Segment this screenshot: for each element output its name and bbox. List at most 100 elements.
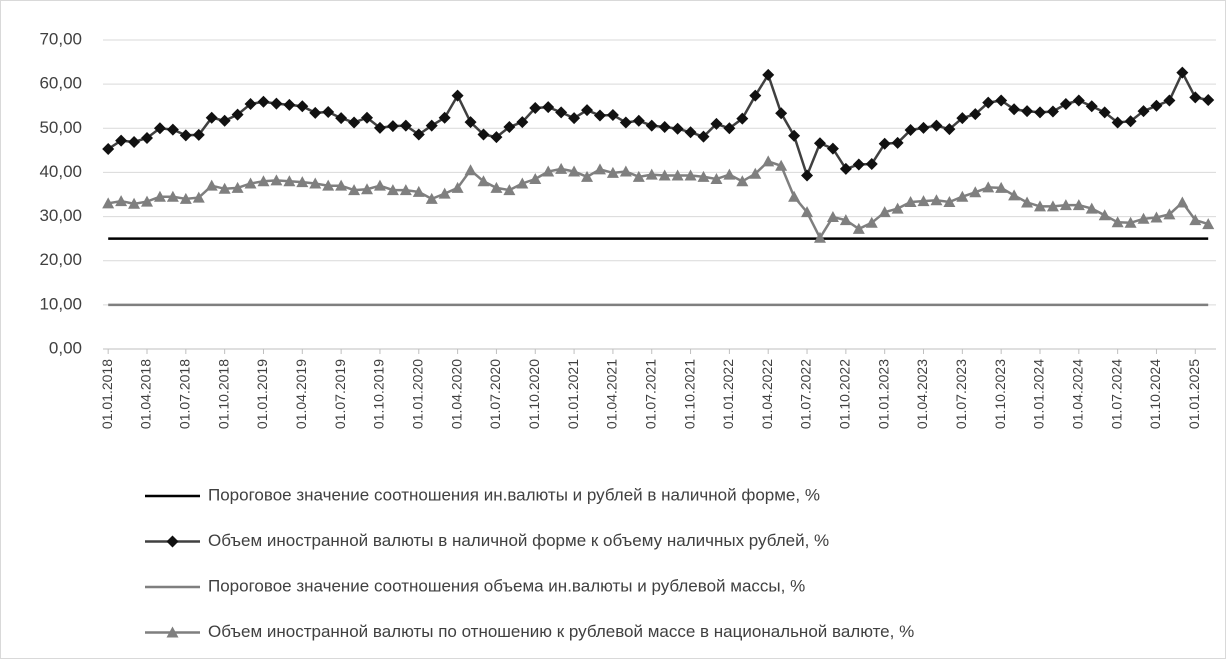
triangle-marker (826, 211, 839, 223)
diamond-marker (192, 128, 205, 141)
diamond-marker (542, 101, 555, 114)
triangle-marker (801, 206, 814, 218)
triangle-marker (865, 216, 878, 228)
legend-label: Объем иностранной валюты по отношению к … (208, 622, 914, 641)
x-tick-label: 01.10.2020 (526, 359, 542, 429)
y-tick-label: 0,00 (49, 338, 82, 357)
triangle-marker (322, 179, 335, 191)
diamond-marker (619, 116, 632, 129)
triangle-marker (1202, 218, 1215, 230)
diamond-marker (412, 128, 425, 141)
triangle-marker (179, 192, 192, 204)
triangle-marker (192, 191, 205, 203)
diamond-marker (102, 143, 115, 156)
diamond-marker (361, 111, 374, 124)
diamond-marker (891, 136, 904, 149)
diamond-marker (1176, 66, 1189, 79)
diamond-marker (1059, 98, 1072, 111)
triangle-marker (632, 170, 645, 182)
triangle-marker (361, 183, 374, 195)
x-tick-label: 01.10.2022 (837, 359, 853, 429)
diamond-marker (684, 126, 697, 139)
triangle-marker (723, 168, 736, 180)
triangle-marker (852, 222, 865, 234)
diamond-marker (969, 108, 982, 121)
diamond-marker (451, 89, 464, 102)
x-tick-label: 01.01.2019 (254, 359, 270, 429)
triangle-marker (671, 169, 684, 181)
x-tick-label: 01.07.2023 (953, 359, 969, 429)
diamond-marker (1111, 116, 1124, 129)
triangle-marker (141, 195, 154, 207)
triangle-marker (1008, 189, 1021, 201)
triangle-marker (1189, 214, 1202, 226)
triangle-marker (581, 170, 594, 182)
triangle-marker (102, 197, 115, 209)
triangle-marker (1150, 211, 1163, 223)
triangle-marker (1098, 209, 1111, 221)
diamond-marker (1137, 105, 1150, 118)
triangle-marker (593, 163, 606, 175)
diamond-marker (166, 535, 179, 548)
diamond-marker (218, 114, 231, 127)
triangle-marker (529, 173, 542, 185)
triangle-marker (1111, 216, 1124, 228)
diamond-marker (904, 124, 917, 137)
x-tick-label: 01.04.2020 (448, 359, 464, 429)
triangle-marker (982, 181, 995, 193)
diamond-marker (386, 120, 399, 133)
diamond-marker (296, 100, 309, 113)
diamond-marker (606, 109, 619, 122)
triangle-marker (878, 206, 891, 218)
diamond-marker (749, 89, 762, 102)
triangle-marker (762, 155, 775, 167)
diamond-marker (813, 137, 826, 150)
x-tick-label: 01.01.2022 (720, 359, 736, 429)
triangle-marker (348, 184, 361, 196)
triangle-marker (606, 166, 619, 178)
triangle-marker (619, 165, 632, 177)
diamond-marker (464, 116, 477, 129)
triangle-marker (658, 169, 671, 181)
triangle-marker (891, 202, 904, 214)
y-tick-label: 50,00 (39, 118, 82, 137)
x-tick-label: 01.10.2023 (992, 359, 1008, 429)
diamond-marker (852, 158, 865, 171)
triangle-marker (166, 626, 179, 638)
diamond-marker (205, 111, 218, 124)
x-tick-label: 01.07.2022 (798, 359, 814, 429)
triangle-marker (1137, 212, 1150, 224)
triangle-marker (775, 159, 788, 171)
x-tick-label: 01.07.2021 (642, 359, 658, 429)
diamond-marker (762, 68, 775, 81)
diamond-marker (1124, 115, 1137, 128)
triangle-marker (516, 177, 529, 189)
y-tick-label: 70,00 (39, 29, 82, 48)
x-tick-label: 01.01.2018 (99, 359, 115, 429)
y-tick-label: 20,00 (39, 250, 82, 269)
diamond-marker (982, 96, 995, 109)
triangle-marker (296, 176, 309, 188)
diamond-marker (632, 114, 645, 127)
diamond-marker (1163, 94, 1176, 107)
diamond-marker (710, 117, 723, 130)
diamond-marker (736, 112, 749, 125)
triangle-marker (438, 187, 451, 199)
triangle-marker (503, 184, 516, 196)
triangle-marker (1046, 200, 1059, 212)
diamond-marker (658, 120, 671, 133)
triangle-marker (205, 179, 218, 191)
diamond-marker (995, 94, 1008, 107)
diamond-marker (348, 116, 361, 129)
diamond-marker (581, 104, 594, 117)
triangle-marker (1124, 216, 1137, 228)
diamond-marker (179, 129, 192, 142)
triangle-marker (568, 165, 581, 177)
diamond-marker (322, 105, 335, 118)
diamond-marker (115, 134, 128, 147)
triangle-marker (153, 190, 166, 202)
triangle-marker (244, 177, 257, 189)
triangle-marker (956, 190, 969, 202)
triangle-marker (1021, 196, 1034, 208)
triangle-marker (1072, 199, 1085, 211)
